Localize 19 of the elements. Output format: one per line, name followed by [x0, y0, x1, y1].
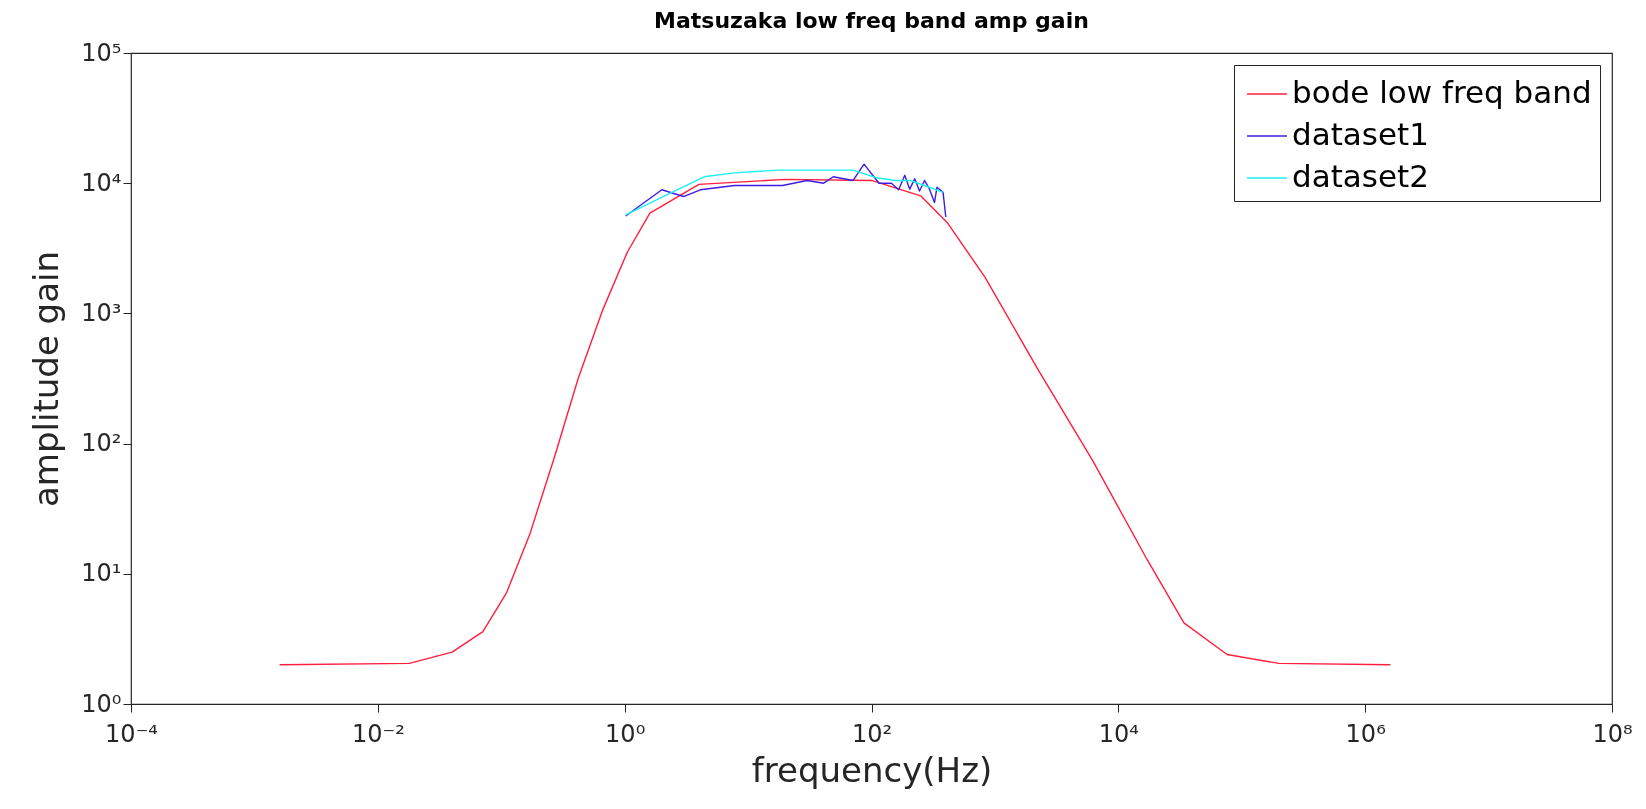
x-tick-label: 10⁴ — [1098, 719, 1139, 748]
x-tick-label: 10⁶ — [1345, 719, 1386, 748]
legend-label: dataset2 — [1292, 158, 1429, 194]
y-tick-label: 10⁴ — [81, 168, 122, 197]
y-tick-label: 10⁵ — [81, 38, 122, 67]
y-tick-label: 10¹ — [81, 559, 122, 588]
y-tick-label: 10³ — [81, 298, 122, 327]
x-tick-label: 10⁻² — [351, 719, 405, 748]
y-tick-label: 10⁰ — [81, 689, 122, 718]
legend-label: dataset1 — [1292, 116, 1429, 152]
legend-label: bode low freq band — [1292, 74, 1592, 110]
x-axis-title: frequency(Hz) — [751, 749, 993, 790]
x-tick-label: 10² — [851, 719, 893, 748]
x-tick-label: 10⁸ — [1592, 719, 1633, 748]
chart-title: Matsuzaka low freq band amp gain — [654, 8, 1089, 33]
y-axis-title: amplitude gain — [26, 250, 67, 508]
x-tick-label: 10⁰ — [605, 719, 646, 748]
x-tick-label: 10⁻⁴ — [105, 719, 158, 748]
y-tick-label: 10² — [81, 429, 122, 458]
